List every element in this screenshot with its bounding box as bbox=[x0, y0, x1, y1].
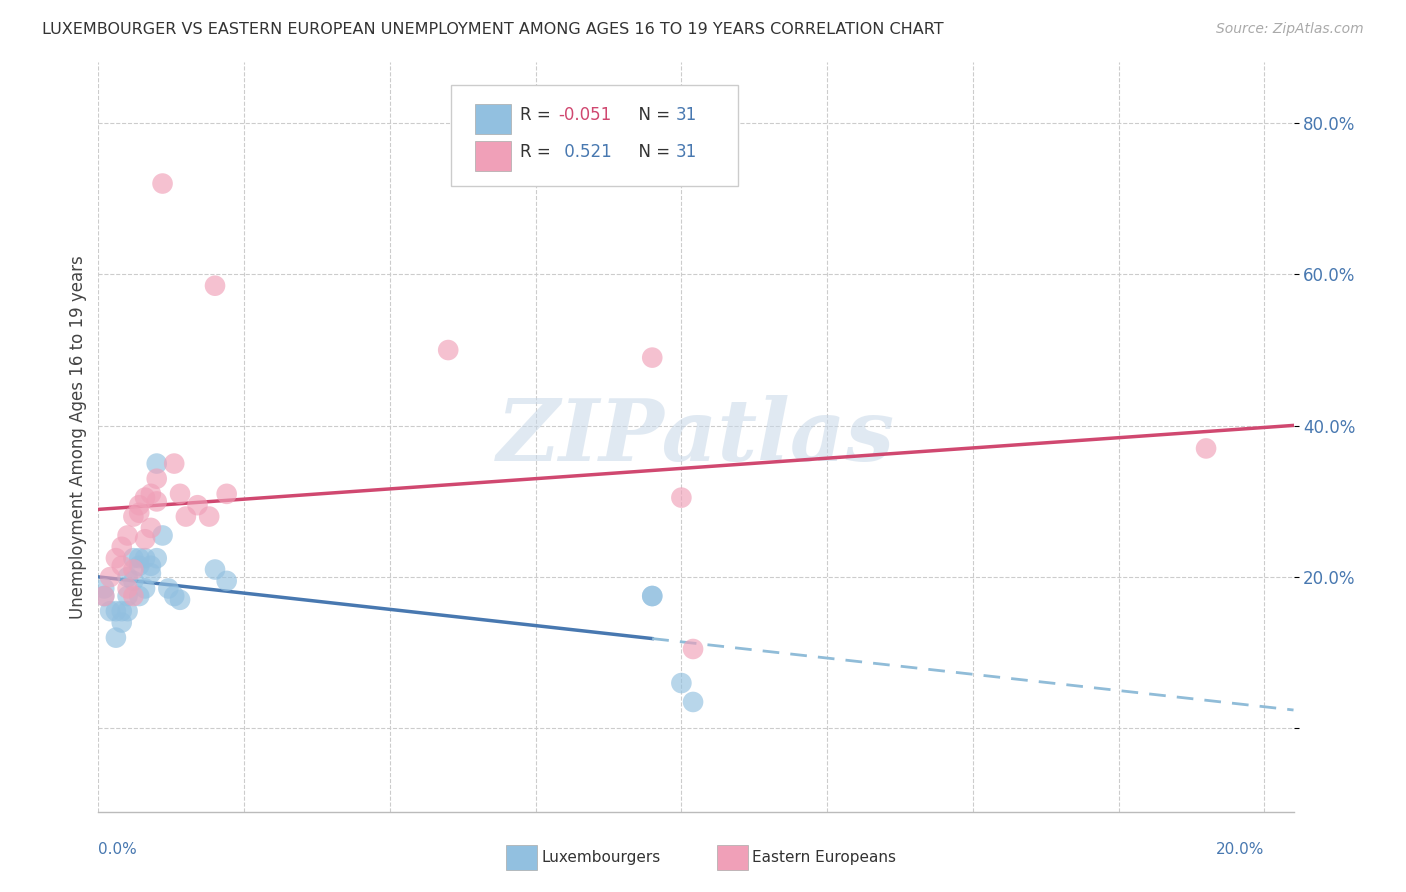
Text: Source: ZipAtlas.com: Source: ZipAtlas.com bbox=[1216, 22, 1364, 37]
Point bbox=[111, 558, 134, 573]
Text: 31: 31 bbox=[676, 106, 697, 124]
Point bbox=[117, 570, 139, 584]
Point bbox=[671, 491, 693, 505]
Point bbox=[139, 566, 162, 581]
Point bbox=[117, 604, 139, 618]
Point bbox=[139, 521, 162, 535]
Point bbox=[117, 589, 139, 603]
Point bbox=[145, 494, 167, 508]
Text: 31: 31 bbox=[676, 144, 697, 161]
Point bbox=[215, 487, 238, 501]
Text: 0.0%: 0.0% bbox=[98, 842, 138, 857]
Y-axis label: Unemployment Among Ages 16 to 19 years: Unemployment Among Ages 16 to 19 years bbox=[69, 255, 87, 619]
Point bbox=[128, 589, 150, 603]
Point bbox=[98, 570, 121, 584]
Point bbox=[104, 631, 127, 645]
Point bbox=[111, 540, 134, 554]
Point bbox=[139, 558, 162, 573]
Point bbox=[134, 491, 156, 505]
Point bbox=[98, 604, 121, 618]
FancyBboxPatch shape bbox=[475, 141, 510, 171]
Text: N =: N = bbox=[628, 144, 675, 161]
Point bbox=[174, 509, 197, 524]
Text: 20.0%: 20.0% bbox=[1216, 842, 1264, 857]
Point bbox=[145, 472, 167, 486]
Text: Eastern Europeans: Eastern Europeans bbox=[752, 850, 896, 864]
Point bbox=[163, 589, 186, 603]
Text: Luxembourgers: Luxembourgers bbox=[541, 850, 661, 864]
Point bbox=[104, 604, 127, 618]
Point bbox=[1195, 442, 1218, 456]
Point bbox=[134, 533, 156, 547]
Point bbox=[128, 498, 150, 512]
Point bbox=[204, 562, 226, 576]
Point bbox=[671, 676, 693, 690]
FancyBboxPatch shape bbox=[475, 103, 510, 134]
Point bbox=[641, 589, 664, 603]
Text: -0.051: -0.051 bbox=[558, 106, 612, 124]
Point bbox=[122, 509, 145, 524]
Point bbox=[169, 487, 191, 501]
Point bbox=[682, 642, 704, 657]
Text: R =: R = bbox=[520, 106, 557, 124]
Point bbox=[134, 582, 156, 596]
Point bbox=[122, 562, 145, 576]
Point bbox=[145, 551, 167, 566]
Text: LUXEMBOURGER VS EASTERN EUROPEAN UNEMPLOYMENT AMONG AGES 16 TO 19 YEARS CORRELAT: LUXEMBOURGER VS EASTERN EUROPEAN UNEMPLO… bbox=[42, 22, 943, 37]
Point bbox=[93, 589, 115, 603]
Point bbox=[111, 604, 134, 618]
Point bbox=[169, 592, 191, 607]
Point bbox=[122, 574, 145, 588]
Point bbox=[163, 457, 186, 471]
Text: ZIPatlas: ZIPatlas bbox=[496, 395, 896, 479]
Point bbox=[93, 589, 115, 603]
Point bbox=[204, 278, 226, 293]
Point bbox=[186, 498, 208, 512]
Point bbox=[128, 551, 150, 566]
Point bbox=[122, 551, 145, 566]
Point bbox=[437, 343, 460, 357]
Point bbox=[128, 558, 150, 573]
Point bbox=[122, 589, 145, 603]
Text: 0.521: 0.521 bbox=[558, 144, 612, 161]
Point bbox=[117, 528, 139, 542]
Point bbox=[682, 695, 704, 709]
Point bbox=[104, 551, 127, 566]
Point bbox=[117, 582, 139, 596]
Point bbox=[93, 582, 115, 596]
Point bbox=[198, 509, 221, 524]
Point bbox=[215, 574, 238, 588]
Point bbox=[139, 487, 162, 501]
Point bbox=[641, 589, 664, 603]
Point bbox=[641, 351, 664, 365]
FancyBboxPatch shape bbox=[451, 85, 738, 186]
Point bbox=[157, 582, 180, 596]
Text: R =: R = bbox=[520, 144, 557, 161]
Text: N =: N = bbox=[628, 106, 675, 124]
Point bbox=[134, 551, 156, 566]
Point bbox=[111, 615, 134, 630]
Point bbox=[152, 528, 174, 542]
Point bbox=[128, 506, 150, 520]
Point bbox=[145, 457, 167, 471]
Point bbox=[152, 177, 174, 191]
